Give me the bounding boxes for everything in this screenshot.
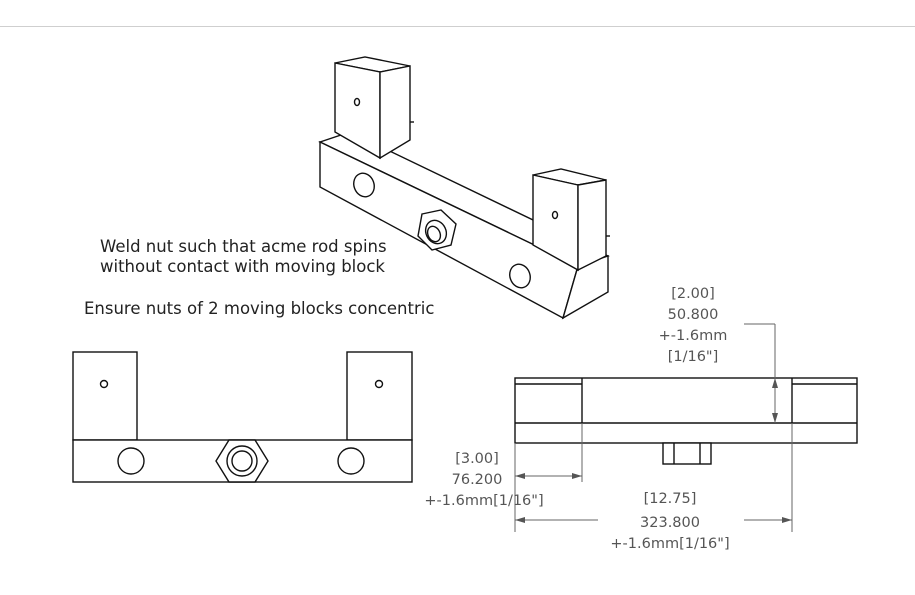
dim-inset-arrow-left: [515, 473, 525, 479]
dim-inset-inch: [3.00]: [455, 451, 499, 467]
iso-right-block-hole: [551, 210, 559, 220]
iso-bolt-hole-left: [353, 172, 375, 198]
iso-weld-nut-bore: [424, 219, 448, 245]
front-left-upright: [72, 351, 138, 441]
dim-height-arrow-bottom: [772, 413, 778, 423]
front-view: [72, 351, 413, 483]
dim-width-tolerance: +-1.6mm[1/16"]: [610, 536, 729, 552]
dim-inset-arrow-right: [572, 473, 582, 479]
front-bolt-hole-left: [117, 447, 145, 475]
dim-height-arrow-top: [772, 378, 778, 388]
note-weld-line-2: without contact with moving block: [100, 257, 385, 276]
note-concentric: Ensure nuts of 2 moving blocks concentri…: [84, 299, 434, 318]
dim-width-arrow-left: [515, 517, 525, 523]
top-weld-nut: [662, 442, 712, 465]
front-right-upright: [346, 351, 413, 441]
front-left-upright-hole: [99, 379, 109, 389]
dim-height-mm: 50.800: [668, 307, 719, 323]
dim-inset-tolerance: +-1.6mm[1/16"]: [424, 493, 543, 509]
dim-height-fraction: [1/16"]: [668, 349, 719, 365]
iso-weld-nut-bore-inner: [426, 225, 442, 243]
iso-weld-nut: [417, 209, 457, 251]
dim-height-tolerance: +-1.6mm: [659, 328, 728, 344]
dim-width-arrow-right: [782, 517, 792, 523]
top-view: [514, 377, 858, 465]
iso-right-block-side: [577, 179, 607, 272]
front-weld-nut: [215, 439, 269, 483]
iso-left-block-hole: [353, 97, 361, 107]
iso-bolt-hole-right: [509, 263, 531, 289]
isometric-view: [318, 56, 610, 320]
dim-width-mm: 323.800: [640, 515, 700, 531]
sheet-border-line: [0, 26, 915, 27]
top-base-outline: [514, 377, 858, 444]
dim-width-inch: [12.75]: [644, 491, 697, 507]
iso-left-block-side: [379, 65, 411, 160]
front-bolt-hole-right: [337, 447, 365, 475]
front-right-upright-hole: [374, 379, 384, 389]
front-weld-nut-bore-outer: [226, 445, 258, 477]
front-weld-nut-bore-inner: [231, 450, 253, 472]
dim-height-inch: [2.00]: [671, 286, 715, 302]
note-weld-line-1: Weld nut such that acme rod spins: [100, 237, 387, 256]
dim-inset-mm: 76.200: [452, 472, 503, 488]
dimension-lines: [514, 323, 793, 532]
